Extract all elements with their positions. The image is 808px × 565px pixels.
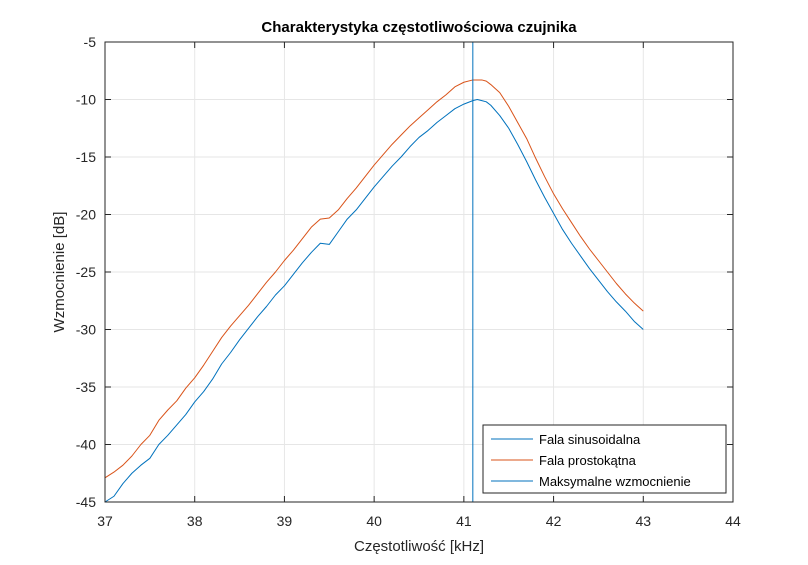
- y-tick-label: -30: [76, 322, 96, 338]
- legend-label-sinus: Fala sinusoidalna: [539, 432, 641, 447]
- y-tick-label: -10: [76, 92, 96, 108]
- x-tick-label: 37: [97, 513, 113, 529]
- y-tick-label: -25: [76, 264, 96, 280]
- legend-box: [482, 424, 727, 494]
- ticks: [104, 41, 734, 503]
- x-tick-label: 44: [725, 513, 741, 529]
- y-tick-label: -35: [76, 379, 96, 395]
- y-tick-label: -45: [76, 494, 96, 510]
- legend-label-max: Maksymalne wzmocnienie: [539, 474, 691, 489]
- y-tick-label: -5: [84, 34, 97, 50]
- series-layer: [104, 42, 644, 503]
- series-line-prostokat: [104, 79, 644, 479]
- legend-label-prostokat: Fala prostokątna: [539, 453, 637, 468]
- chart-title: Charakterystyka częstotliwościowa czujni…: [261, 19, 577, 36]
- series-line-sinus: [104, 99, 644, 503]
- y-tick-label: -15: [76, 149, 96, 165]
- x-tick-label: 39: [277, 513, 293, 529]
- y-tick-label: -40: [76, 437, 96, 453]
- legend: Fala sinusoidalna Fala prostokątna Maksy…: [482, 424, 727, 494]
- x-tick-label: 38: [187, 513, 203, 529]
- x-tick-label: 40: [366, 513, 382, 529]
- x-tick-label: 42: [546, 513, 562, 529]
- x-tick-label: 43: [635, 513, 651, 529]
- y-tick-label: -20: [76, 207, 96, 223]
- x-axis-title: Częstotliwość [kHz]: [354, 538, 484, 555]
- tick-labels: 37 38 39 40 41 42 43 44 -5 -10 -15 -20 -25 -30 -35 -40 -…: [76, 34, 741, 529]
- x-tick-label: 41: [456, 513, 472, 529]
- y-axis-title: Wzmocnienie [dB]: [51, 212, 68, 333]
